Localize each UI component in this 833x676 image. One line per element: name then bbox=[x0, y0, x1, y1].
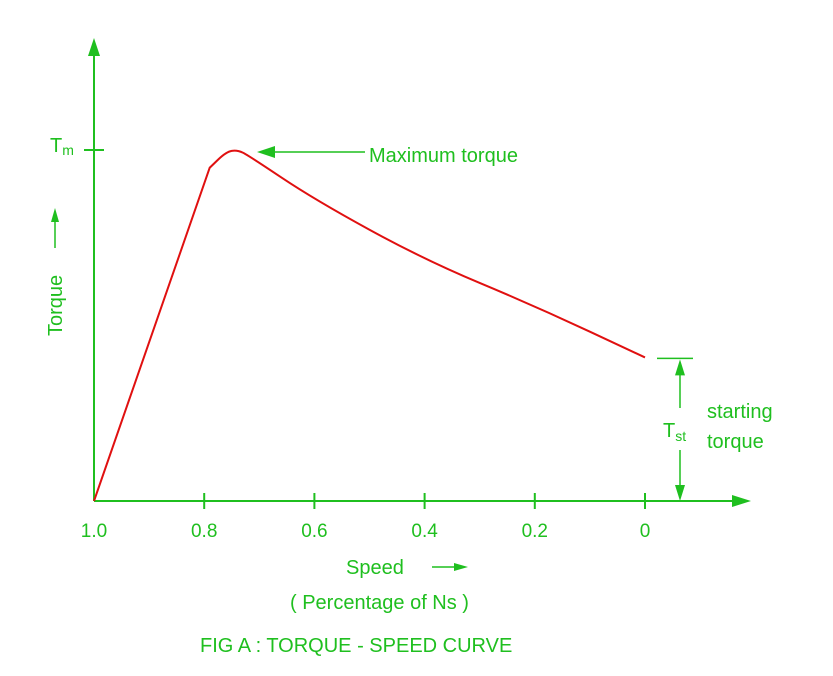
x-tick-label-2: 0.6 bbox=[301, 521, 327, 542]
torque-curve bbox=[93, 149, 646, 502]
starting-torque-line2: torque bbox=[707, 431, 764, 453]
y-axis-arrowhead bbox=[88, 38, 100, 56]
x-tick-label-1: 0.8 bbox=[191, 521, 217, 542]
tm-main: T bbox=[50, 135, 62, 157]
y-axis-label: Torque bbox=[45, 275, 67, 336]
x-tick-label-0: 1.0 bbox=[81, 521, 107, 542]
tm-sub: m bbox=[62, 142, 74, 158]
tst-arrow-up-head bbox=[675, 359, 685, 376]
x-tick-label-4: 0.2 bbox=[522, 521, 548, 542]
torque-arrow-head bbox=[51, 208, 59, 222]
chart-title: FIG A : TORQUE - SPEED CURVE bbox=[200, 635, 512, 657]
x-axis-note: ( Percentage of Ns ) bbox=[290, 592, 469, 614]
tst-main: T bbox=[663, 420, 675, 442]
speed-arrow-head bbox=[454, 563, 468, 571]
tst-label: Tst bbox=[663, 420, 686, 444]
max-torque-label: Maximum torque bbox=[369, 145, 518, 167]
max-torque-pointer-head bbox=[257, 146, 275, 158]
x-tick-label-5: 0 bbox=[640, 521, 651, 542]
x-tick-label-3: 0.4 bbox=[411, 521, 438, 542]
tm-label: Tm bbox=[50, 135, 74, 158]
x-axis-arrowhead bbox=[732, 495, 751, 507]
tst-sub: st bbox=[675, 428, 686, 444]
starting-torque-line1: starting bbox=[707, 401, 773, 423]
x-axis-label: Speed bbox=[346, 557, 404, 579]
tst-arrow-down-head bbox=[675, 485, 685, 501]
